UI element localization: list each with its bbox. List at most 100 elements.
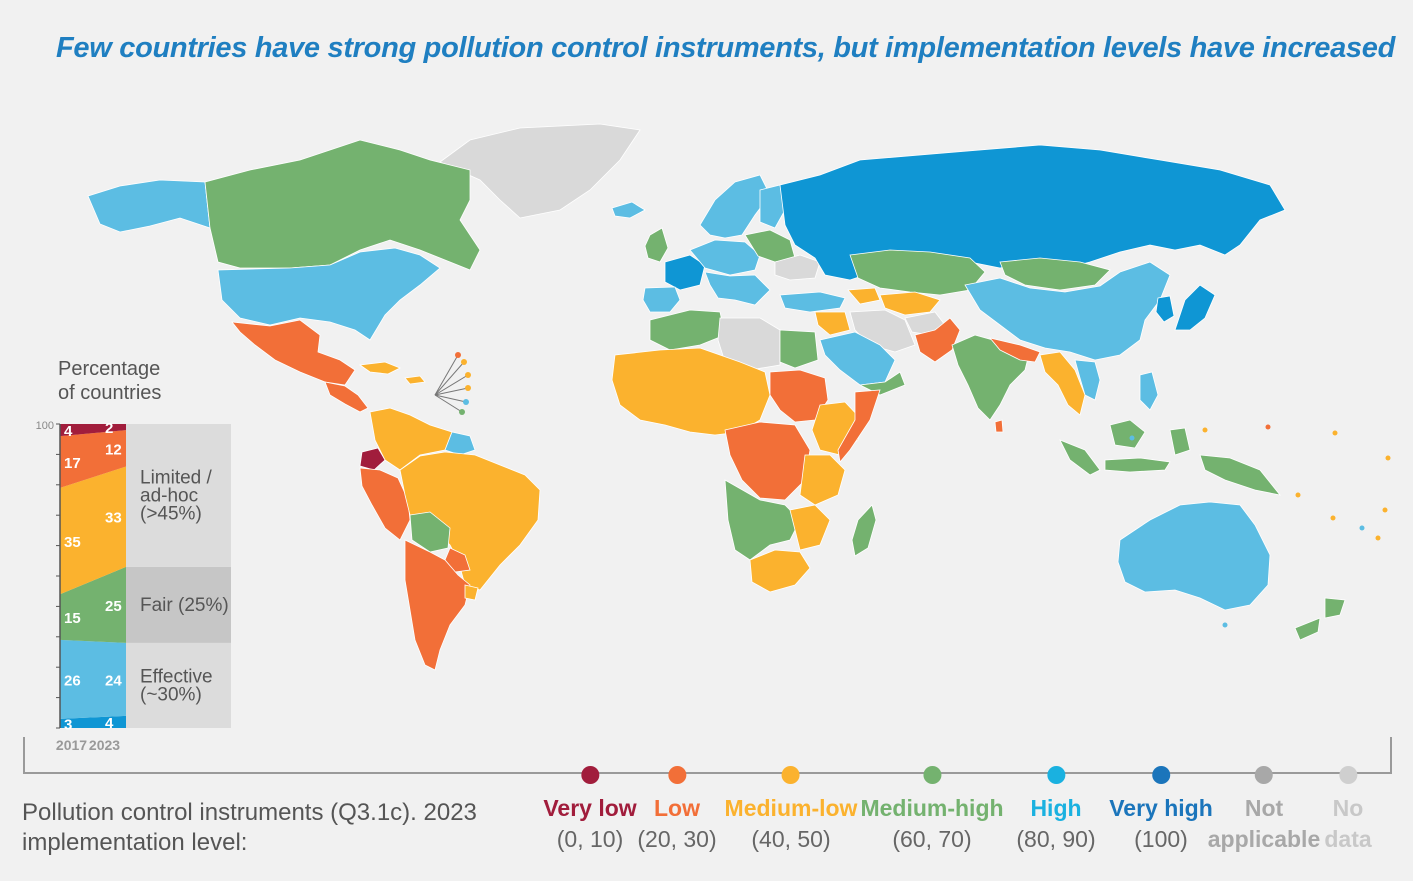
region-iberia[interactable] (642, 286, 681, 313)
legend-dot (1254, 766, 1273, 784)
value-label-2023-very_low: 2 (105, 420, 113, 437)
stack-segment-very_low (60, 424, 126, 437)
value-label-2017-medium_high: 15 (64, 610, 81, 627)
legend-name-line2: applicable (1207, 826, 1321, 852)
region-somalia[interactable] (837, 389, 881, 463)
region-japan[interactable] (1174, 284, 1216, 331)
region-southern-africa-west[interactable] (724, 479, 801, 561)
legend-name: Low (653, 795, 700, 821)
region-sri-lanka[interactable] (994, 419, 1004, 433)
region-paraguay[interactable] (444, 547, 471, 573)
region-bolivia[interactable] (409, 511, 451, 553)
value-label-2023-high: 24 (105, 672, 122, 689)
stack-segment-high (60, 639, 126, 719)
pacific-island-dots (1129, 424, 1391, 628)
region-greenland[interactable] (439, 123, 641, 219)
legend-name: Very high (1109, 795, 1213, 821)
region-east-africa[interactable] (799, 454, 846, 506)
region-southern-africa-east[interactable] (789, 504, 831, 551)
region-peru[interactable] (359, 467, 411, 541)
region-south-africa[interactable] (749, 549, 811, 593)
value-label-2017-very_high: 3 (64, 716, 72, 733)
group-label-0-1: (~30%) (140, 684, 202, 705)
region-sahara-nodata[interactable] (717, 317, 781, 371)
legend-name: Medium-low (724, 795, 858, 821)
region-ukraine-region[interactable] (774, 254, 821, 281)
region-china[interactable] (964, 261, 1171, 361)
region-levant-iraq[interactable] (814, 311, 851, 336)
group-label-2-1: ad-hoc (140, 485, 198, 506)
bottom-bracket-left (23, 737, 25, 774)
region-usa[interactable] (217, 247, 441, 341)
region-france[interactable] (664, 254, 706, 291)
legend-name: Medium-high (860, 795, 1004, 821)
region-italy-balkans[interactable] (704, 271, 771, 306)
region-papua[interactable] (1199, 454, 1281, 496)
region-ecuador[interactable] (359, 447, 386, 471)
region-central-africa[interactable] (724, 421, 811, 501)
legend-dot (667, 766, 686, 784)
region-turkey[interactable] (779, 291, 846, 313)
region-central-europe[interactable] (689, 239, 761, 276)
legend-name: Not (1244, 795, 1284, 821)
region-australia[interactable] (1117, 501, 1271, 611)
legend-range: (20, 30) (637, 826, 717, 852)
region-indonesia[interactable] (1059, 419, 1191, 476)
value-label-2023-low: 12 (105, 441, 122, 458)
legend-dot (1338, 766, 1357, 784)
legend-range: (0, 10) (556, 826, 624, 852)
region-iceland[interactable] (611, 201, 646, 219)
stack-chart-label: Percentage of countries (58, 357, 161, 405)
region-central-asia[interactable] (879, 291, 941, 316)
region-north-africa-west[interactable] (649, 309, 726, 351)
region-pakistan[interactable] (914, 317, 961, 363)
stack-axis-top-label: 100 (36, 420, 54, 432)
legend-item-7: No data (1324, 766, 1372, 856)
legend-range: (40, 50) (751, 826, 831, 852)
region-philippines[interactable] (1139, 371, 1159, 411)
region-uruguay[interactable] (464, 584, 479, 601)
caribbean-callouts (434, 352, 471, 415)
region-new-zealand[interactable] (1294, 597, 1346, 641)
region-uk-ireland[interactable] (644, 227, 669, 263)
legend-item-4: High (80, 90) (1016, 766, 1096, 856)
region-central-america[interactable] (324, 381, 369, 413)
region-mongolia[interactable] (999, 257, 1111, 291)
value-label-2023-medium_low: 33 (105, 510, 122, 527)
region-finland[interactable] (759, 184, 786, 229)
group-band-2 (126, 424, 231, 567)
group-label-2-2: (>45%) (140, 503, 202, 524)
region-canada[interactable] (204, 139, 481, 271)
legend-dot (580, 766, 599, 784)
legend-name: High (1030, 795, 1082, 821)
legend-range: (80, 90) (1016, 826, 1096, 852)
region-guianas[interactable] (444, 431, 476, 456)
region-chile-argentina[interactable] (404, 539, 471, 671)
region-caucasus[interactable] (847, 287, 881, 305)
legend-item-1: Low (20, 30) (637, 766, 717, 856)
legend-dot (781, 766, 800, 784)
legend-name: No (1332, 795, 1364, 821)
value-label-2017-very_low: 4 (64, 423, 73, 440)
region-iran[interactable] (849, 309, 916, 353)
region-nepal-bangladesh[interactable] (988, 337, 1041, 363)
value-label-2017-high: 26 (64, 672, 81, 689)
legend-range: (100) (1134, 826, 1188, 852)
year-label-2017: 2017 (56, 737, 87, 753)
legend-dot (1046, 766, 1065, 784)
stack-segment-low (60, 430, 126, 488)
region-indochina[interactable] (1074, 359, 1101, 401)
region-alaska[interactable] (87, 179, 211, 233)
value-label-2023-very_high: 4 (105, 715, 114, 732)
region-russia[interactable] (779, 144, 1286, 281)
region-scandinavia[interactable] (699, 174, 771, 239)
year-label-2023: 2023 (89, 737, 120, 753)
value-label-2017-low: 17 (64, 455, 81, 472)
region-caribbean[interactable] (358, 361, 426, 385)
region-madagascar[interactable] (851, 504, 877, 557)
region-myanmar-thailand[interactable] (1039, 351, 1086, 416)
region-korea[interactable] (1155, 295, 1175, 323)
region-mexico[interactable] (231, 319, 356, 386)
region-egypt[interactable] (779, 329, 819, 369)
